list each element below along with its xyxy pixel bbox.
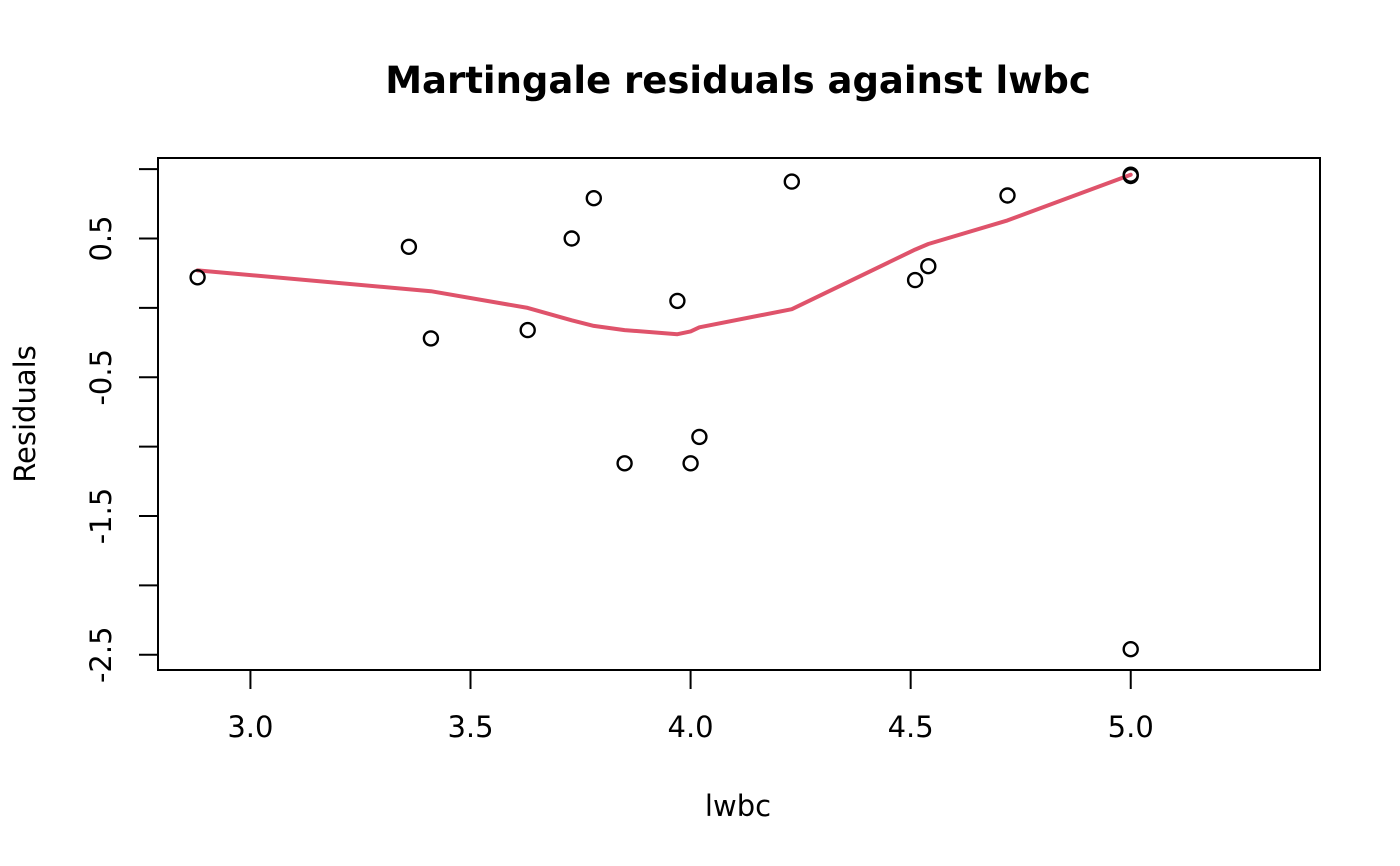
smooth-curve-layer bbox=[195, 172, 1133, 337]
x-tick-label: 4.0 bbox=[668, 710, 714, 744]
chart-title: Martingale residuals against lwbc bbox=[385, 59, 1091, 102]
y-tick-label: -0.5 bbox=[84, 349, 118, 406]
data-point bbox=[189, 269, 206, 286]
x-axis: 3.0 3.5 4.0 4.5 5.0 bbox=[227, 670, 1154, 744]
data-point bbox=[563, 230, 580, 247]
y-axis-label: Residuals bbox=[8, 345, 42, 483]
data-point bbox=[422, 330, 440, 347]
data-point bbox=[1122, 641, 1139, 658]
plot-frame bbox=[157, 157, 1321, 671]
x-tick-label: 5.0 bbox=[1108, 710, 1154, 744]
y-tick-label: -2.5 bbox=[84, 626, 118, 683]
data-point bbox=[682, 455, 699, 472]
data-point bbox=[783, 173, 800, 190]
smooth-line bbox=[195, 172, 1133, 337]
x-tick-label: 3.5 bbox=[447, 710, 493, 744]
x-axis-label: lwbc bbox=[705, 789, 771, 823]
x-tick-label: 3.0 bbox=[227, 710, 273, 744]
x-tick-label: 4.5 bbox=[888, 710, 934, 744]
y-axis: -2.5 -1.5 -0.5 0.5 bbox=[84, 168, 158, 683]
data-point bbox=[669, 292, 686, 310]
data-point bbox=[519, 321, 536, 339]
data-point bbox=[999, 187, 1016, 204]
points-layer bbox=[189, 166, 1139, 658]
y-tick-label: 0.5 bbox=[84, 215, 118, 261]
y-tick-label: -1.5 bbox=[84, 488, 118, 545]
data-point bbox=[616, 455, 633, 472]
data-point bbox=[691, 428, 708, 446]
data-point bbox=[585, 189, 602, 207]
data-point bbox=[1122, 166, 1139, 183]
data-point bbox=[920, 258, 937, 275]
data-point bbox=[906, 271, 924, 289]
data-point bbox=[400, 238, 418, 256]
